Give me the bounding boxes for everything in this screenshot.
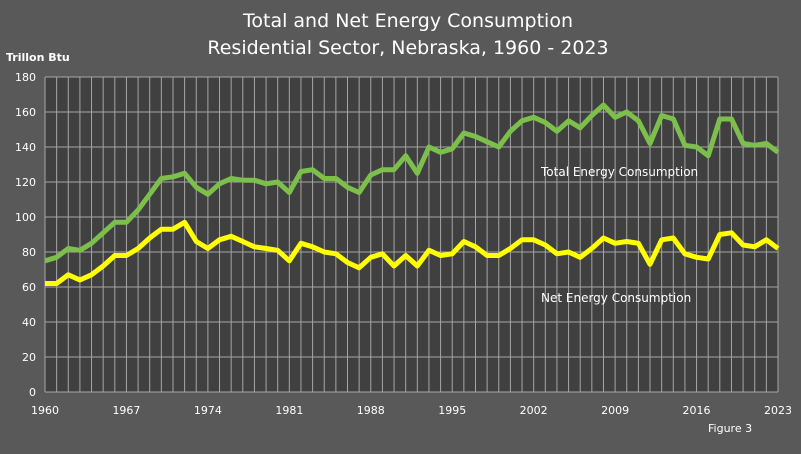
- y-tick-label: 120: [15, 176, 36, 189]
- x-tick-label: 1967: [112, 404, 140, 417]
- chart-subtitle: Residential Sector, Nebraska, 1960 - 202…: [207, 37, 608, 59]
- y-tick-label: 80: [22, 246, 36, 259]
- series-lines: [44, 102, 780, 286]
- x-tick-label: 2023: [764, 404, 792, 417]
- x-tick-label: 1995: [438, 404, 466, 417]
- y-tick-label: 180: [15, 71, 36, 84]
- y-tick-label: 100: [15, 211, 36, 224]
- y-tick-label: 0: [29, 386, 36, 399]
- x-tick-label: 1981: [275, 404, 303, 417]
- y-tick-label: 20: [22, 351, 36, 364]
- y-tick-labels: 0 20 40 60 80 100 120 140 160 180: [15, 71, 36, 399]
- x-tick-label: 1960: [31, 404, 59, 417]
- series-label-net: Net Energy Consumption: [541, 291, 691, 305]
- series-line-net: [45, 219, 780, 286]
- y-tick-label: 140: [15, 141, 36, 154]
- x-tick-label: 1988: [357, 404, 385, 417]
- chart-title: Total and Net Energy Consumption: [242, 10, 573, 32]
- x-tick-labels: 1960 1967 1974 1981 1988 1995 2002 2009 2016 2023: [31, 404, 792, 417]
- figure-number: Figure 3: [708, 422, 752, 435]
- series-line-total: [44, 102, 780, 264]
- y-tick-label: 40: [22, 316, 36, 329]
- x-tick-label: 2016: [683, 404, 711, 417]
- x-tick-label: 2002: [520, 404, 548, 417]
- gridlines: [44, 76, 779, 393]
- x-tick-label: 2009: [601, 404, 629, 417]
- series-label-total: Total Energy Consumption: [540, 165, 698, 179]
- y-tick-label: 60: [22, 281, 36, 294]
- x-tick-label: 1974: [194, 404, 222, 417]
- y-axis-label: Trillon Btu: [6, 51, 70, 64]
- y-tick-label: 160: [15, 106, 36, 119]
